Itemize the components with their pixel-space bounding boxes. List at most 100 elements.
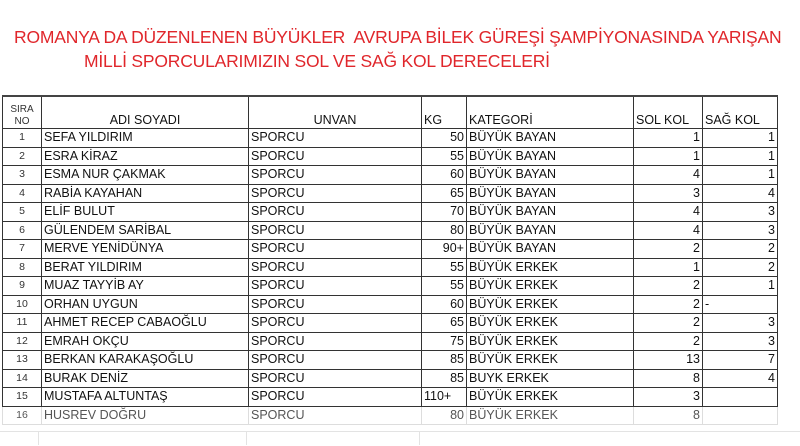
cell-no: 13 (2, 350, 42, 370)
cell-unvan: SPORCU (248, 165, 422, 185)
cell-kategori: BÜYÜK ERKEK (466, 294, 634, 314)
cell-kategori: BÜYÜK ERKEK (466, 405, 634, 425)
cell-name: ESMA NUR ÇAKMAK (41, 165, 249, 185)
cell-kg: 55 (421, 276, 467, 296)
cell-name: GÜLENDEM SARİBAL (41, 220, 249, 240)
cell-sag: 1 (702, 146, 778, 166)
cell-kategori: BÜYÜK ERKEK (466, 276, 634, 296)
table-row: 14 BURAK DENİZ SPORCU 85 BUYK ERKEK 8 4 (2, 368, 778, 388)
cell-unvan: SPORCU (248, 183, 422, 203)
table-row: 5 ELİF BULUT SPORCU 70 BÜYÜK BAYAN 4 3 (2, 202, 778, 222)
cell-no: 2 (2, 146, 42, 166)
cell-unvan: SPORCU (248, 202, 422, 222)
cell-kg: 85 (421, 350, 467, 370)
cell-kategori: BÜYÜK BAYAN (466, 220, 634, 240)
header-sol-kol: SOL KOL (633, 95, 703, 129)
cell-sag: 3 (702, 313, 778, 333)
cell-sol: 1 (633, 128, 703, 148)
cell-sol: 2 (633, 331, 703, 351)
cell-sag: 7 (702, 350, 778, 370)
header-no-line1: SIRA (10, 104, 34, 115)
cell-sol: 8 (633, 405, 703, 425)
cell-no: 7 (2, 239, 42, 259)
cell-name: AHMET RECEP CABAOĞLU (41, 313, 249, 333)
cell-unvan: SPORCU (248, 387, 422, 407)
table-row: 13 BERKAN KARAKAŞOĞLU SPORCU 85 BÜYÜK ERKEK 1… (2, 350, 778, 370)
results-table: SIRA NO ADI SOYADI UNVAN KG KATEGORİ SOL … (2, 95, 778, 425)
cell-kategori: BÜYÜK BAYAN (466, 183, 634, 203)
table-row: 8 BERAT YILDIRIM SPORCU 55 BÜYÜK ERKEK 1 2 (2, 257, 778, 277)
cell-unvan: SPORCU (248, 276, 422, 296)
cell-no: 16 (2, 405, 42, 425)
table-row: 2 ESRA KİRAZ SPORCU 55 BÜYÜK BAYAN 1 1 (2, 146, 778, 166)
cell-kategori: BÜYÜK ERKEK (466, 387, 634, 407)
cell-unvan: SPORCU (248, 239, 422, 259)
cell-kg: 65 (421, 313, 467, 333)
cell-sag: 2 (702, 257, 778, 277)
cell-name: ELİF BULUT (41, 202, 249, 222)
cell-kategori: BÜYÜK BAYAN (466, 146, 634, 166)
cell-sol: 2 (633, 276, 703, 296)
cell-name: MUAZ TAYYİB AY (41, 276, 249, 296)
cell-kg: 85 (421, 368, 467, 388)
cell-unvan: SPORCU (248, 128, 422, 148)
cell-sag: 3 (702, 220, 778, 240)
cell-name: EMRAH OKÇU (41, 331, 249, 351)
title-line-2: MİLLİ SPORCULARIMIZIN SOL VE SAĞ KOL DER… (84, 51, 550, 71)
cell-kategori: BÜYÜK ERKEK (466, 257, 634, 277)
cell-kategori: BÜYÜK BAYAN (466, 202, 634, 222)
cell-sol: 13 (633, 350, 703, 370)
cell-no: 1 (2, 128, 42, 148)
cell-sol: 2 (633, 239, 703, 259)
header-no: SIRA NO (2, 95, 42, 129)
table-row: 3 ESMA NUR ÇAKMAK SPORCU 60 BÜYÜK BAYAN 4 1 (2, 165, 778, 185)
cell-no: 15 (2, 387, 42, 407)
empty-grid-row (0, 431, 800, 446)
cell-kategori: BÜYÜK ERKEK (466, 350, 634, 370)
cell-sag (702, 405, 778, 425)
cell-kategori: BÜYÜK BAYAN (466, 239, 634, 259)
header-sag-kol: SAĞ KOL (702, 95, 778, 129)
cell-no: 5 (2, 202, 42, 222)
cell-sag: 1 (702, 165, 778, 185)
cell-no: 6 (2, 220, 42, 240)
cell-name: BERKAN KARAKAŞOĞLU (41, 350, 249, 370)
cell-unvan: SPORCU (248, 220, 422, 240)
cell-unvan: SPORCU (248, 257, 422, 277)
table-row: 9 MUAZ TAYYİB AY SPORCU 55 BÜYÜK ERKEK 2 1 (2, 276, 778, 296)
cell-name: BURAK DENİZ (41, 368, 249, 388)
cell-unvan: SPORCU (248, 405, 422, 425)
cell-no: 3 (2, 165, 42, 185)
cell-no: 9 (2, 276, 42, 296)
table-row: 1 SEFA YILDIRIM SPORCU 50 BÜYÜK BAYAN 1 1 (2, 128, 778, 148)
cell-no: 12 (2, 331, 42, 351)
header-unvan: UNVAN (248, 95, 422, 129)
cell-no: 4 (2, 183, 42, 203)
cell-no: 8 (2, 257, 42, 277)
cell-name: SEFA YILDIRIM (41, 128, 249, 148)
cell-name: HUSREV DOĞRU (41, 405, 249, 425)
cell-sag: 4 (702, 368, 778, 388)
cell-kg: 80 (421, 220, 467, 240)
cell-unvan: SPORCU (248, 350, 422, 370)
cell-unvan: SPORCU (248, 331, 422, 351)
cell-kategori: BÜYÜK ERKEK (466, 331, 634, 351)
cell-no: 11 (2, 313, 42, 333)
cell-kg: 60 (421, 294, 467, 314)
cell-sag: 3 (702, 331, 778, 351)
cell-sol: 2 (633, 313, 703, 333)
cell-name: ESRA KİRAZ (41, 146, 249, 166)
header-name: ADI SOYADI (41, 95, 249, 129)
cell-kg: 55 (421, 257, 467, 277)
table-row: 4 RABİA KAYAHAN SPORCU 65 BÜYÜK BAYAN 3 4 (2, 183, 778, 203)
cell-kg: 60 (421, 165, 467, 185)
cell-name: RABİA KAYAHAN (41, 183, 249, 203)
cell-sag: 1 (702, 276, 778, 296)
header-kategori: KATEGORİ (466, 95, 634, 129)
table-row: 10 ORHAN UYGUN SPORCU 60 BÜYÜK ERKEK 2- (2, 294, 778, 314)
header-kg: KG (421, 95, 467, 129)
grid-line (38, 431, 39, 445)
table-header-row: SIRA NO ADI SOYADI UNVAN KG KATEGORİ SOL … (2, 95, 778, 129)
table-row: 7 MERVE YENİDÜNYA SPORCU 90+ BÜYÜK BAYAN 2 2 (2, 239, 778, 259)
cell-sol: 8 (633, 368, 703, 388)
